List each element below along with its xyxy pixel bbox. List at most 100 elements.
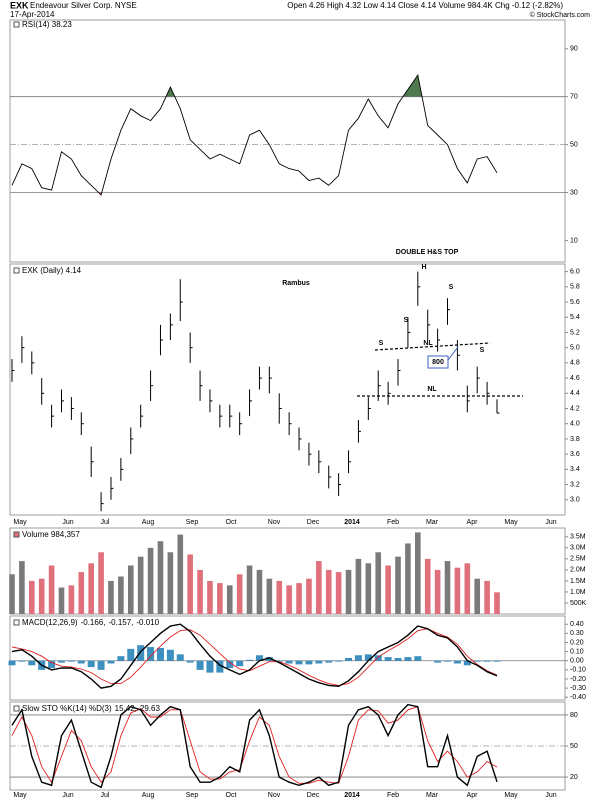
volume-bar: [345, 569, 352, 614]
quote: Open 4.26 High 4.32 Low 4.14 Close 4.14 …: [287, 1, 563, 10]
volume-bar: [197, 569, 203, 614]
x-tick-label: Nov: [268, 519, 281, 526]
volume-bar: [325, 569, 332, 614]
x-tick-label: May: [13, 792, 27, 799]
legend-text: RSI(14) 38.23: [22, 20, 72, 29]
volume-bar: [58, 587, 65, 614]
y-tick-label: 70: [570, 94, 578, 101]
x-tick-label: May: [504, 519, 518, 526]
histogram-bar: [325, 660, 333, 663]
histogram-bar: [493, 660, 501, 662]
histogram-bar: [473, 660, 481, 662]
y-tick-label: 0.10: [570, 648, 584, 655]
y-tick-label: 4.6: [570, 375, 580, 382]
y-tick-label: 3.0M: [570, 545, 586, 552]
panel-frame: [9, 19, 566, 263]
y-tick-label: 5.4: [570, 314, 580, 321]
histogram-bar: [404, 657, 412, 661]
histogram-bar: [255, 655, 263, 661]
y-tick-label: 10: [570, 237, 578, 244]
y-tick-label: 4.8: [570, 360, 580, 367]
legend-text: -0.157,: [108, 618, 133, 627]
histogram-bar: [394, 658, 402, 661]
volume-bar: [236, 574, 243, 614]
x-tick-label: Jun: [62, 792, 73, 799]
histogram-bar: [216, 660, 224, 673]
volume-bar: [316, 561, 322, 614]
histogram-bar: [315, 660, 323, 664]
histogram-bar: [176, 654, 184, 661]
x-tick-label: Oct: [226, 519, 237, 526]
x-tick-label: Jun: [545, 792, 556, 799]
volume-bar: [48, 565, 55, 614]
histogram-bar: [77, 660, 85, 664]
histogram-bar: [28, 660, 36, 666]
y-tick-label: 1.0M: [570, 589, 586, 596]
x-tick-label: Apr: [467, 519, 479, 526]
indicator-line: [11, 628, 498, 686]
panel-frame: [9, 615, 566, 701]
legend-text: EXK (Daily) 4.14: [22, 266, 82, 275]
volume-bar: [187, 554, 193, 614]
volume-bar: [38, 578, 45, 614]
histogram-bar: [226, 660, 234, 669]
symbol: EXK: [10, 0, 29, 10]
credit: © StockCharts.com: [530, 11, 591, 19]
chart-date: 17-Apr-2014: [10, 10, 55, 19]
volume-bar: [296, 583, 302, 614]
y-tick-label: 30: [570, 189, 578, 196]
annotation: S: [449, 284, 454, 291]
y-tick-label: -0.10: [570, 667, 586, 674]
x-tick-label: May: [13, 519, 27, 526]
x-tick-label: Sep: [186, 519, 199, 526]
histogram-bar: [364, 654, 372, 661]
volume-bar: [385, 565, 391, 614]
x-tick-label: Dec: [307, 792, 320, 799]
histogram-bar: [8, 660, 16, 666]
indicator-line: [11, 703, 498, 789]
histogram-bar: [434, 660, 442, 663]
y-tick-label: 80: [570, 712, 578, 719]
histogram-bar: [295, 660, 303, 665]
x-tick-label: 2014: [344, 792, 360, 799]
indicator-line: [11, 73, 498, 196]
y-tick-label: 3.2: [570, 481, 580, 488]
volume-bar: [98, 552, 104, 614]
volume-bar: [355, 558, 362, 614]
indicator-line: [11, 623, 498, 689]
volume-bar: [256, 569, 263, 614]
legend-swatch: [13, 531, 20, 538]
legend-text: MACD(12,26,9): [22, 618, 78, 627]
volume-bar: [226, 585, 233, 614]
y-tick-label: 4.0: [570, 421, 580, 428]
histogram-bar: [137, 645, 145, 661]
volume-bar: [19, 561, 25, 614]
volume-bar: [28, 580, 35, 614]
legend-text: -0.010: [136, 618, 159, 627]
volume-bar: [375, 552, 382, 614]
neckline: [374, 342, 491, 351]
y-tick-label: 3.8: [570, 436, 580, 443]
volume-bar: [395, 556, 401, 614]
y-tick-label: 2.5M: [570, 556, 586, 563]
histogram-bar: [127, 648, 135, 661]
x-tick-label: Dec: [307, 519, 320, 526]
y-tick-label: 0.00: [570, 658, 584, 665]
x-tick-label: Mar: [426, 792, 439, 799]
x-tick-label: Mar: [426, 519, 439, 526]
x-tick-label: Feb: [387, 792, 399, 799]
volume-bar: [108, 580, 114, 614]
annotation: S: [480, 347, 485, 354]
histogram-bar: [453, 660, 461, 664]
volume-bar: [464, 563, 471, 614]
legend-swatch: [13, 619, 20, 626]
histogram-bar: [97, 660, 105, 670]
x-tick-label: Apr: [467, 792, 479, 799]
histogram-bar: [107, 660, 115, 664]
volume-bar: [335, 572, 342, 614]
y-tick-label: 0.40: [570, 621, 584, 628]
histogram-bar: [305, 660, 313, 665]
y-tick-label: 2.0M: [570, 567, 586, 574]
annotation: S: [404, 317, 409, 324]
